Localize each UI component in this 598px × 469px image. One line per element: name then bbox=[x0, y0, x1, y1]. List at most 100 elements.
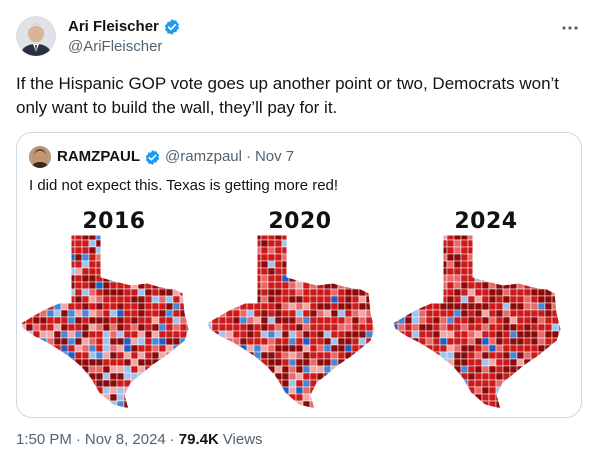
county-cell bbox=[116, 295, 125, 304]
county-cell bbox=[246, 295, 255, 304]
county-cell bbox=[60, 379, 69, 388]
county-cell bbox=[225, 393, 234, 402]
county-cell bbox=[323, 386, 332, 395]
county-cell bbox=[380, 275, 387, 282]
county-cell bbox=[151, 337, 160, 346]
county-cell bbox=[432, 235, 441, 241]
county-cell bbox=[267, 235, 276, 241]
county-cell bbox=[446, 246, 455, 255]
county-cell bbox=[580, 296, 581, 303]
county-cell bbox=[573, 317, 580, 324]
county-cell bbox=[566, 373, 573, 380]
county-cell bbox=[418, 330, 427, 339]
county-cell bbox=[446, 288, 455, 297]
county-cell bbox=[488, 309, 497, 318]
author-avatar[interactable] bbox=[16, 16, 56, 56]
county-cell bbox=[207, 302, 213, 311]
county-cell bbox=[372, 407, 375, 409]
county-cell bbox=[253, 330, 262, 339]
county-cell bbox=[351, 379, 360, 388]
views-count[interactable]: 79.4K bbox=[178, 431, 219, 448]
county-cell bbox=[165, 407, 174, 409]
county-cell bbox=[330, 393, 339, 402]
county-cell bbox=[194, 394, 201, 401]
quoted-separator: · bbox=[245, 148, 251, 165]
quoted-date[interactable]: Nov 7 bbox=[254, 148, 295, 165]
county-cell bbox=[281, 365, 290, 374]
county-cell bbox=[439, 309, 448, 318]
county-cell bbox=[481, 316, 490, 325]
county-cell bbox=[439, 393, 448, 402]
county-cell bbox=[446, 379, 455, 388]
county-cell bbox=[439, 316, 448, 325]
author-handle[interactable]: @AriFleischer bbox=[68, 38, 163, 55]
quoted-author-avatar[interactable] bbox=[29, 146, 51, 168]
county-cell bbox=[509, 379, 518, 388]
county-cell bbox=[573, 247, 580, 254]
county-cell bbox=[502, 281, 511, 290]
county-cell bbox=[397, 260, 406, 269]
county-cell bbox=[172, 253, 181, 262]
county-cell bbox=[21, 281, 27, 290]
county-cell bbox=[218, 344, 227, 353]
county-cell bbox=[218, 365, 227, 374]
county-cell bbox=[46, 351, 55, 360]
county-cell bbox=[232, 260, 241, 269]
county-cell bbox=[46, 288, 55, 297]
quoted-handle[interactable]: @ramzpaul bbox=[165, 148, 242, 165]
county-cell bbox=[194, 408, 201, 411]
county-cell bbox=[530, 235, 539, 241]
county-cell bbox=[260, 379, 269, 388]
county-cell bbox=[267, 372, 276, 381]
county-cell bbox=[309, 260, 318, 269]
county-cell bbox=[232, 246, 241, 255]
county-cell bbox=[60, 386, 69, 395]
county-cell bbox=[488, 302, 497, 311]
county-cell bbox=[267, 260, 276, 269]
county-cell bbox=[158, 323, 167, 332]
county-cell bbox=[102, 302, 111, 311]
meta-separator: · bbox=[169, 431, 175, 448]
county-cell bbox=[74, 267, 83, 276]
tweet-time[interactable]: 1:50 PM bbox=[16, 431, 72, 448]
county-cell bbox=[60, 330, 69, 339]
county-cell bbox=[102, 281, 111, 290]
county-cell bbox=[516, 393, 525, 402]
county-cell bbox=[207, 407, 213, 409]
county-cell bbox=[523, 344, 532, 353]
county-cell bbox=[460, 302, 469, 311]
county-cell bbox=[144, 330, 153, 339]
county-cell bbox=[551, 372, 560, 381]
county-cell bbox=[432, 246, 441, 255]
county-cell bbox=[116, 239, 125, 248]
tweet-date[interactable]: Nov 8, 2024 bbox=[84, 431, 166, 448]
county-cell bbox=[144, 253, 153, 262]
county-cell bbox=[239, 316, 248, 325]
county-cell bbox=[537, 246, 546, 255]
county-cell bbox=[380, 303, 387, 310]
county-cell bbox=[25, 386, 34, 395]
author-display-name[interactable]: Ari Fleischer bbox=[68, 18, 159, 35]
county-cell bbox=[558, 267, 561, 276]
quoted-tweet[interactable]: RAMZPAUL @ramzpaul · Nov 7 I did not exp… bbox=[16, 132, 582, 418]
quoted-display-name[interactable]: RAMZPAUL bbox=[57, 148, 141, 165]
county-cell bbox=[404, 239, 413, 248]
county-cell bbox=[453, 351, 462, 360]
more-options-icon[interactable] bbox=[560, 18, 580, 38]
county-cell bbox=[232, 295, 241, 304]
county-cell bbox=[158, 372, 167, 381]
county-cell bbox=[358, 274, 367, 283]
county-cell bbox=[194, 359, 201, 366]
county-cell bbox=[53, 295, 62, 304]
county-cell bbox=[309, 309, 318, 318]
county-cell bbox=[418, 365, 427, 374]
county-cell bbox=[516, 260, 525, 269]
county-cell bbox=[295, 316, 304, 325]
county-cell bbox=[573, 289, 580, 296]
county-cell bbox=[144, 235, 153, 241]
county-cell bbox=[323, 316, 332, 325]
county-cell bbox=[295, 344, 304, 353]
county-cell bbox=[393, 253, 399, 262]
county-cell bbox=[179, 344, 188, 353]
county-cell bbox=[211, 393, 220, 402]
